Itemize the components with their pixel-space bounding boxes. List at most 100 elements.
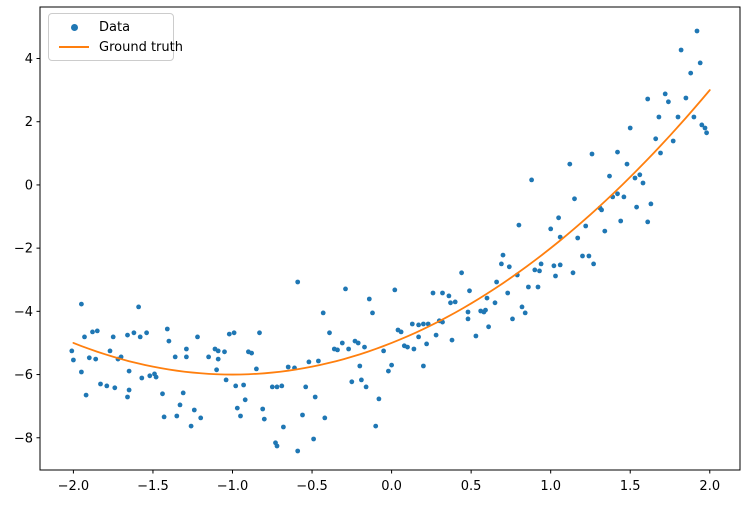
scatter-point [624,161,630,167]
scatter-point [242,397,248,403]
scatter-point [570,270,576,276]
scatter-point [274,384,280,390]
scatter-point [634,204,639,210]
scatter-point [373,423,379,429]
scatter-point [260,406,266,412]
scatter-point [274,443,280,449]
scatter-point [233,383,239,389]
scatter-point [556,215,561,221]
scatter-point [164,326,170,332]
scatter-point [125,332,130,338]
x-tick-label: 0.0 [381,479,402,494]
scatter-point [551,263,557,269]
y-tick-label: 2 [25,115,33,130]
scatter-point [421,321,426,327]
scatter-point [529,177,534,183]
scatter-point [320,310,326,316]
scatter-point [69,348,75,354]
scatter-point [499,261,504,267]
scatter-point [137,334,143,340]
scatter-point [392,287,398,293]
scatter-point [484,295,490,301]
scatter-point [107,348,113,354]
scatter-point [599,207,604,213]
scatter-point [416,322,421,328]
scatter-point [519,304,525,310]
scatter-dot-icon [70,23,78,31]
scatter-point [98,381,103,387]
scatter-point [386,368,391,374]
scatter-point [370,310,375,316]
scatter-point [602,228,608,234]
scatter-point [90,329,95,335]
scatter-point [405,344,410,350]
scatter-point [346,346,351,352]
scatter-point [71,357,76,363]
scatter-point [349,379,355,385]
scatter-point [366,296,372,302]
scatter-point [662,91,668,97]
legend-entry-data: Data [56,19,164,35]
scatter-point [678,47,684,53]
scatter-point [683,95,689,101]
scatter-point [483,307,488,313]
axes-border [39,6,741,471]
scatter-point [557,262,563,268]
scatter-point [215,356,221,362]
scatter-point [645,219,651,225]
scatter-point [433,332,439,338]
scatter-point [153,374,159,380]
scatter-point [553,273,558,279]
scatter-point [704,130,709,136]
y-tick-label: 0 [25,178,33,193]
scatter-point [575,235,581,241]
scatter-point [526,284,531,290]
scatter-point [702,125,708,131]
scatter-series [69,28,709,454]
scatter-point [537,268,542,274]
scatter-point [93,356,99,362]
scatter-point [621,194,627,200]
scatter-point [583,223,589,229]
scatter-point [254,366,259,372]
scatter-point [618,218,624,224]
legend-marker-cell [56,23,92,31]
scatter-point [184,346,189,352]
scatter-point [694,28,700,34]
x-tick-label: 1.0 [540,479,561,494]
scatter-point [653,136,659,142]
scatter-point [269,384,275,390]
scatter-point [206,354,212,360]
scatter-point [191,407,197,413]
scatter-point [675,114,681,120]
scatter-point [448,300,453,306]
scatter-point [226,331,232,337]
scatter-point [363,384,369,390]
scatter-point [697,60,703,66]
scatter-point [580,253,585,259]
scatter-point [79,369,84,375]
scatter-point [538,261,544,267]
scatter-point [131,330,137,336]
scatter-point [94,328,100,334]
scatter-point [452,299,458,305]
scatter-point [421,363,426,369]
x-axis-ticks: −2.0 −1.5 −1.0 −0.5 0.0 0.5 1.0 1.5 2.0 [58,470,720,494]
scatter-point [198,415,204,421]
scatter-point [615,149,620,155]
scatter-point [188,423,194,429]
scatter-point [249,350,255,356]
x-tick-label: 1.5 [620,479,641,494]
scatter-point [327,330,332,336]
scatter-point [126,387,132,393]
legend-marker-cell [56,46,92,48]
scatter-point [261,416,267,422]
scatter-point [136,304,142,310]
scatter-point [295,279,301,285]
scatter-point [343,286,348,292]
scatter-point [666,99,671,105]
scatter-point [231,330,237,336]
scatter-point [161,414,167,420]
scatter-point [591,261,596,267]
